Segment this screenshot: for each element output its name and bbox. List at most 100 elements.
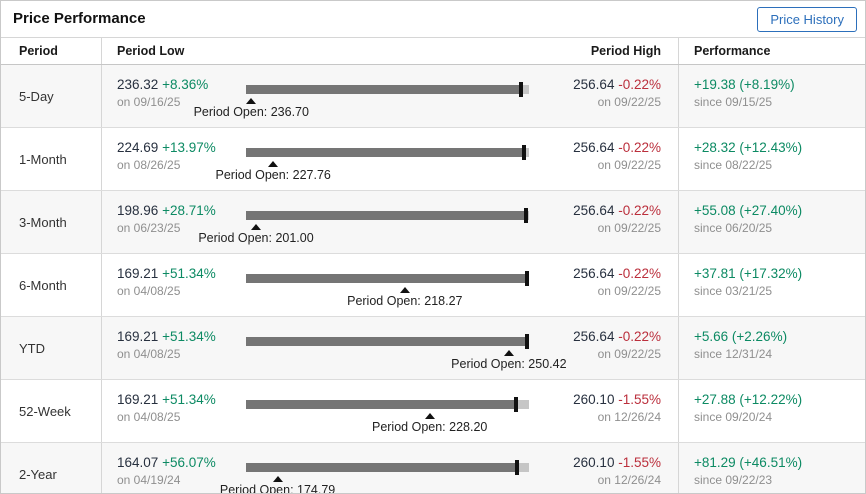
- performance-change: +27.88 (+12.22%): [694, 392, 803, 407]
- performance-since: since 09/20/24: [694, 410, 773, 424]
- table-row: 52-Week 169.21 +51.34% on 04/08/25 Perio…: [1, 379, 865, 442]
- performance-cell: +19.38 (+8.19%) since 09/15/25: [678, 65, 865, 127]
- price-range-filled-bar: [246, 337, 528, 346]
- period-low-date: on 04/19/24: [117, 473, 181, 487]
- period-low-date: on 04/08/25: [117, 410, 181, 424]
- period-open-label: Period Open: 218.27: [347, 294, 463, 308]
- column-header-period-low: Period Low: [117, 44, 185, 58]
- period-open-triangle-icon: [399, 287, 410, 293]
- period-low-change: +51.34%: [162, 266, 216, 281]
- price-range-filled-bar: [246, 274, 528, 283]
- period-label: 2-Year: [19, 466, 57, 482]
- period-low-block: 224.69 +13.97% on 08/26/25: [117, 139, 216, 173]
- period-label: 6-Month: [19, 277, 67, 293]
- column-header-period: Period: [19, 44, 58, 58]
- period-high-line: 256.64 -0.22%: [573, 265, 661, 282]
- period-low-block: 164.07 +56.07% on 04/19/24: [117, 454, 216, 488]
- period-low-value: 169.21: [117, 266, 159, 281]
- period-label: 3-Month: [19, 214, 67, 230]
- period-high-change: -1.55%: [618, 392, 661, 407]
- performance-cell: +37.81 (+17.32%) since 03/21/25: [678, 254, 865, 316]
- price-range-slider: Period Open: 227.76: [216, 145, 529, 182]
- period-high-block: 256.64 -0.22% on 09/22/25: [573, 76, 661, 110]
- period-high-date: on 09/22/25: [597, 347, 661, 361]
- period-high-block: 260.10 -1.55% on 12/26/24: [573, 391, 661, 425]
- period-open-label: Period Open: 228.20: [371, 420, 488, 434]
- period-cell: 1-Month: [1, 128, 101, 190]
- period-low-line: 169.21 +51.34%: [117, 391, 216, 408]
- performance-since: since 12/31/24: [694, 347, 773, 361]
- period-low-value: 224.69: [117, 140, 159, 155]
- period-high-value: 256.64: [573, 329, 615, 344]
- period-high-change: -0.22%: [618, 203, 661, 218]
- period-label: 52-Week: [19, 403, 71, 419]
- table-row: 6-Month 169.21 +51.34% on 04/08/25 Perio…: [1, 253, 865, 316]
- period-low-block: 236.32 +8.36% on 09/16/25: [117, 76, 208, 110]
- column-header-middle: Period Low Period High: [101, 38, 678, 64]
- period-low-block: 198.96 +28.71% on 06/23/25: [117, 202, 216, 236]
- period-high-value: 260.10: [573, 455, 615, 470]
- period-high-line: 260.10 -1.55%: [573, 391, 661, 408]
- period-high-value: 256.64: [573, 266, 615, 281]
- period-high-line: 256.64 -0.22%: [573, 328, 661, 345]
- performance-since: since 06/20/25: [694, 221, 773, 235]
- price-range-slider: Period Open: 228.20: [246, 397, 529, 434]
- rows-container: 5-Day 236.32 +8.36% on 09/16/25 Period O…: [1, 65, 865, 493]
- period-high-block: 256.64 -0.22% on 09/22/25: [573, 265, 661, 299]
- price-range-slider: Period Open: 201.00: [198, 208, 529, 245]
- performance-change: +28.32 (+12.43%): [694, 140, 803, 155]
- performance-since: since 09/22/23: [694, 473, 773, 487]
- period-high-value: 260.10: [573, 392, 615, 407]
- period-low-change: +56.07%: [162, 455, 216, 470]
- performance-change: +55.08 (+27.40%): [694, 203, 803, 218]
- column-header-period-high: Period High: [590, 44, 661, 58]
- period-low-line: 164.07 +56.07%: [117, 454, 216, 471]
- price-range-filled-bar: [246, 85, 522, 94]
- period-low-change: +28.71%: [162, 203, 216, 218]
- current-price-marker-icon: [525, 271, 530, 286]
- period-high-change: -0.22%: [618, 329, 661, 344]
- period-cell: 5-Day: [1, 65, 101, 127]
- range-cell: 198.96 +28.71% on 06/23/25 Period Open: …: [101, 191, 678, 253]
- period-low-change: +8.36%: [162, 77, 209, 92]
- period-high-block: 256.64 -0.22% on 09/22/25: [573, 328, 661, 362]
- performance-since: since 09/15/25: [694, 95, 773, 109]
- table-row: 5-Day 236.32 +8.36% on 09/16/25 Period O…: [1, 65, 865, 127]
- performance-change: +5.66 (+2.26%): [694, 329, 788, 344]
- performance-cell: +28.32 (+12.43%) since 08/22/25: [678, 128, 865, 190]
- performance-change: +37.81 (+17.32%): [694, 266, 803, 281]
- performance-cell: +5.66 (+2.26%) since 12/31/24: [678, 317, 865, 379]
- period-low-value: 236.32: [117, 77, 159, 92]
- price-history-button[interactable]: Price History: [757, 7, 857, 32]
- period-high-line: 256.64 -0.22%: [573, 76, 661, 93]
- period-cell: 2-Year: [1, 443, 101, 493]
- performance-change: +81.29 (+46.51%): [694, 455, 803, 470]
- period-high-value: 256.64: [573, 77, 615, 92]
- table-row: YTD 169.21 +51.34% on 04/08/25 Period Op…: [1, 316, 865, 379]
- period-high-date: on 12/26/24: [597, 410, 661, 424]
- period-low-value: 164.07: [117, 455, 159, 470]
- period-high-date: on 09/22/25: [597, 158, 661, 172]
- period-label: YTD: [19, 340, 45, 356]
- period-low-line: 198.96 +28.71%: [117, 202, 216, 219]
- price-range-filled-bar: [246, 148, 524, 157]
- range-cell: 169.21 +51.34% on 04/08/25 Period Open: …: [101, 380, 678, 442]
- performance-change: +19.38 (+8.19%): [694, 77, 795, 92]
- table-row: 3-Month 198.96 +28.71% on 06/23/25 Perio…: [1, 190, 865, 253]
- period-open-label: Period Open: 236.70: [193, 105, 309, 119]
- period-high-line: 256.64 -0.22%: [573, 202, 661, 219]
- period-low-date: on 04/08/25: [117, 284, 181, 298]
- table-row: 1-Month 224.69 +13.97% on 08/26/25 Perio…: [1, 127, 865, 190]
- period-low-block: 169.21 +51.34% on 04/08/25: [117, 391, 216, 425]
- period-open-triangle-icon: [503, 350, 514, 356]
- range-cell: 164.07 +56.07% on 04/19/24 Period Open: …: [101, 443, 678, 493]
- period-label: 5-Day: [19, 88, 54, 104]
- period-low-block: 169.21 +51.34% on 04/08/25: [117, 265, 216, 299]
- period-low-date: on 04/08/25: [117, 347, 181, 361]
- period-open-label: Period Open: 250.42: [451, 357, 567, 371]
- period-low-change: +13.97%: [162, 140, 216, 155]
- period-high-date: on 12/26/24: [597, 473, 661, 487]
- current-price-marker-icon: [525, 334, 530, 349]
- period-cell: 52-Week: [1, 380, 101, 442]
